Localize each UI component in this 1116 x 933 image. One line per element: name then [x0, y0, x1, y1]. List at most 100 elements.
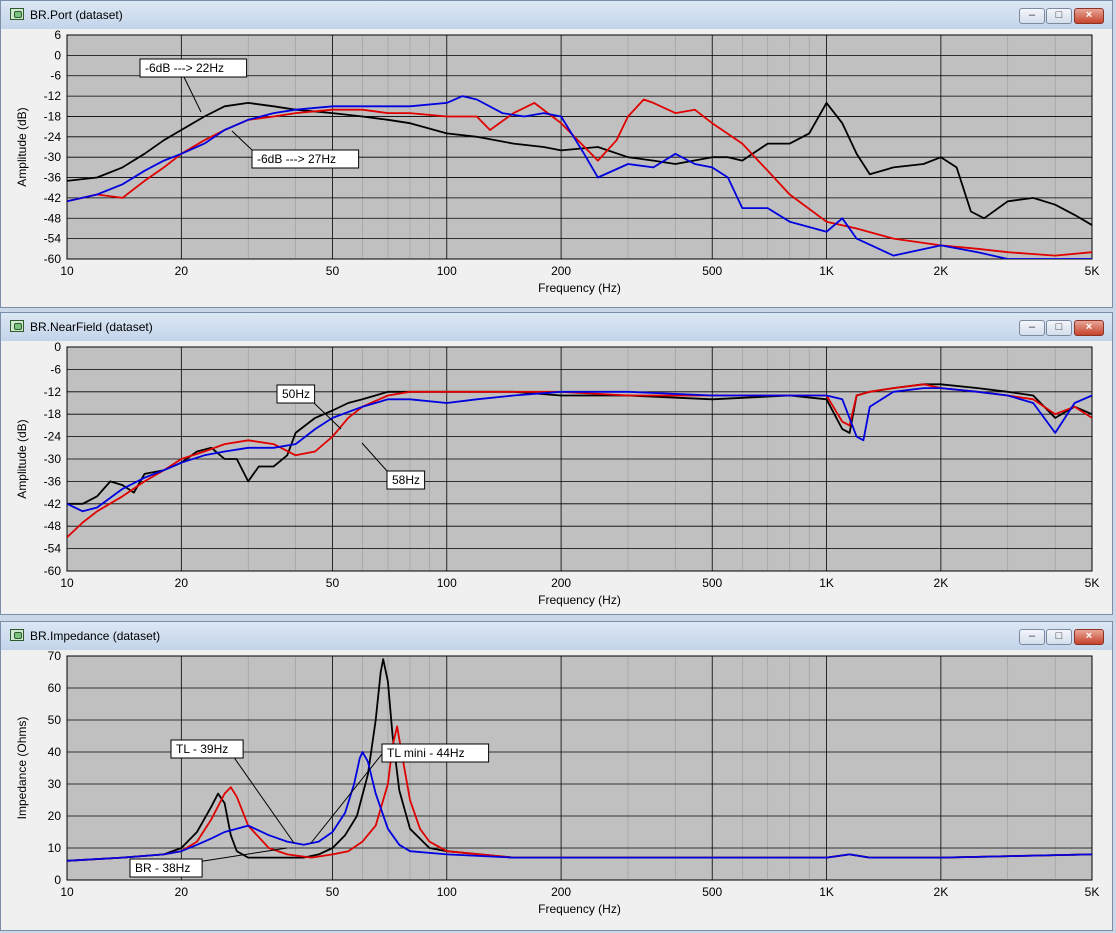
y-tick-label: 0 — [54, 873, 61, 887]
x-tick-label: 200 — [551, 885, 571, 899]
x-tick-label: 10 — [60, 576, 74, 590]
title-bar[interactable]: BR.Impedance (dataset) – □ × — [1, 622, 1112, 650]
annotation-label: 58Hz — [392, 473, 420, 487]
annotation-label: -6dB ---> 22Hz — [145, 61, 224, 75]
plot-area — [66, 655, 1093, 881]
maximize-button[interactable]: □ — [1046, 320, 1072, 336]
annotation-label: 50Hz — [282, 387, 310, 401]
y-tick-label: -12 — [44, 89, 62, 103]
y-tick-label: 0 — [54, 341, 61, 354]
y-tick-label: -54 — [44, 232, 62, 246]
series-line-blue — [67, 95, 1092, 259]
y-tick-label: -54 — [44, 542, 62, 556]
x-tick-label: 20 — [175, 885, 189, 899]
x-tick-label: 50 — [326, 885, 340, 899]
x-tick-label: 10 — [60, 885, 74, 899]
title-bar[interactable]: BR.NearField (dataset) – □ × — [1, 313, 1112, 341]
x-tick-label: 5K — [1085, 885, 1100, 899]
annotation-box — [381, 743, 490, 763]
annotation-box — [386, 470, 426, 490]
x-tick-label: 5K — [1085, 264, 1100, 278]
x-tick-label: 10 — [60, 264, 74, 278]
annotation-box — [251, 149, 360, 169]
y-tick-label: -42 — [44, 497, 62, 511]
window-title: BR.Port (dataset) — [30, 8, 123, 22]
x-axis-label: Frequency (Hz) — [538, 902, 621, 916]
series-line-blue — [67, 751, 1092, 862]
x-tick-label: 1K — [819, 264, 834, 278]
x-axis-label: Frequency (Hz) — [538, 593, 621, 607]
port-response-window: BR.Port (dataset) – □ × 10 20 50 100 200 500 1… — [0, 0, 1113, 308]
close-button[interactable]: × — [1074, 629, 1104, 645]
y-tick-label: -36 — [44, 171, 62, 185]
x-tick-label: 1K — [819, 576, 834, 590]
x-axis-label: Frequency (Hz) — [538, 281, 621, 295]
y-tick-label: -18 — [44, 109, 62, 123]
x-tick-label: 2K — [934, 576, 949, 590]
dataset-icon — [10, 629, 24, 641]
annotation-leader — [232, 755, 295, 844]
y-tick-label: -48 — [44, 211, 62, 225]
maximize-button[interactable]: □ — [1046, 629, 1072, 645]
minimize-button[interactable]: – — [1019, 8, 1045, 24]
y-tick-label: 70 — [48, 650, 62, 663]
y-tick-label: -30 — [44, 150, 62, 164]
x-tick-label: 100 — [437, 576, 457, 590]
impedance-chart: 10 20 50 100 200 500 1K 2K 5K706050403020100Freq… — [15, 650, 1100, 916]
y-tick-label: -60 — [44, 564, 62, 578]
y-tick-label: -6 — [50, 69, 61, 83]
y-tick-label: -6 — [50, 362, 61, 376]
annotation-label: TL - 39Hz — [176, 742, 228, 756]
annotation-leader — [196, 847, 288, 863]
y-tick-label: 60 — [48, 681, 62, 695]
y-axis-label: Amplitude (dB) — [15, 419, 29, 498]
minimize-button[interactable]: – — [1019, 629, 1045, 645]
y-tick-label: -18 — [44, 407, 62, 421]
annotation-box — [129, 858, 203, 878]
x-tick-label: 100 — [437, 885, 457, 899]
dataset-icon — [10, 8, 24, 20]
annotation-label: TL mini - 44Hz — [387, 746, 465, 760]
title-bar[interactable]: BR.Port (dataset) – □ × — [1, 1, 1112, 29]
x-tick-label: 500 — [702, 576, 722, 590]
y-tick-label: 50 — [48, 713, 62, 727]
annotation-box — [276, 384, 316, 404]
x-tick-label: 200 — [551, 576, 571, 590]
y-axis-label: Amplitude (dB) — [15, 107, 29, 186]
x-tick-label: 500 — [702, 885, 722, 899]
y-tick-label: -42 — [44, 191, 62, 205]
annotation-leader — [361, 442, 388, 472]
annotation-label: BR - 38Hz — [135, 861, 190, 875]
annotation-leader — [310, 753, 383, 844]
x-tick-label: 500 — [702, 264, 722, 278]
annotation-box — [139, 58, 248, 78]
annotation-leader — [313, 402, 342, 430]
y-axis-label: Impedance (Ohms) — [15, 717, 29, 820]
dataset-icon — [10, 320, 24, 332]
x-tick-label: 20 — [175, 576, 189, 590]
minimize-button[interactable]: – — [1019, 320, 1045, 336]
y-tick-label: 20 — [48, 809, 62, 823]
nearfield-response-window: BR.NearField (dataset) – □ × 10 20 50 100 20… — [0, 312, 1113, 615]
x-tick-label: 1K — [819, 885, 834, 899]
y-tick-label: 10 — [48, 841, 62, 855]
series-line-black — [67, 102, 1092, 226]
close-button[interactable]: × — [1074, 320, 1104, 336]
x-tick-label: 50 — [326, 576, 340, 590]
y-tick-label: -36 — [44, 474, 62, 488]
y-tick-label: -48 — [44, 519, 62, 533]
annotation-label: -6dB ---> 27Hz — [257, 152, 336, 166]
close-button[interactable]: × — [1074, 8, 1104, 24]
impedance-window: BR.Impedance (dataset) – □ × 10 20 50 100 20… — [0, 621, 1113, 931]
x-tick-label: 20 — [175, 264, 189, 278]
x-tick-label: 2K — [934, 264, 949, 278]
y-tick-label: 0 — [54, 48, 61, 62]
annotation-box — [170, 739, 244, 759]
annotation-leader — [231, 130, 253, 151]
y-tick-label: -12 — [44, 385, 62, 399]
nearfield-amplitude-chart: 10 20 50 100 200 500 1K 2K 5K 0 -6 -12 -18 -24 -30 -36 -… — [15, 341, 1099, 607]
y-tick-label: -24 — [44, 430, 62, 444]
y-tick-label: -60 — [44, 252, 62, 266]
port-amplitude-chart: 10 20 50 100 200 500 1K 2K 5K 6 0 -6 -12 -18 -24 -30 -36… — [15, 29, 1100, 295]
maximize-button[interactable]: □ — [1046, 8, 1072, 24]
